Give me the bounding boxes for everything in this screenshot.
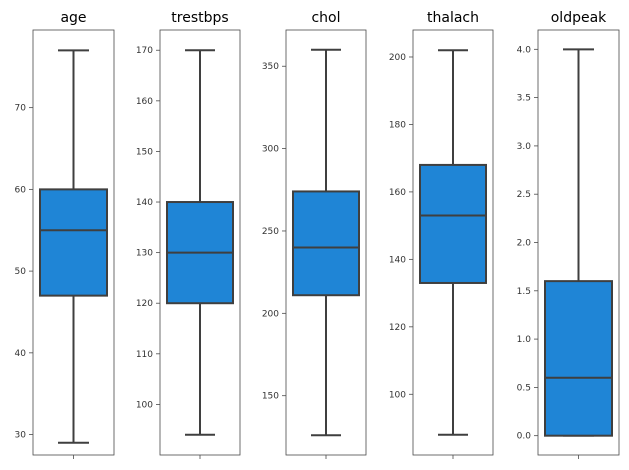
box-iqr xyxy=(419,163,487,284)
panel-trestbps: trestbps 100 110 120 130 140 150 160 170 xyxy=(136,10,241,459)
y-tick-label: 70 xyxy=(15,104,27,114)
panel-thalach: thalach 100 120 140 160 180 200 xyxy=(389,10,494,459)
box-iqr xyxy=(39,188,108,297)
panel-oldpeak: oldpeak 0.0 0.5 1.0 1.5 2.0 2.5 3.0 3.5 4.0 xyxy=(517,10,620,459)
y-tick-label: 2.0 xyxy=(517,239,532,249)
y-tick-label: 130 xyxy=(136,249,153,259)
y-tick-label: 160 xyxy=(136,97,153,107)
y-tick-label: 1.0 xyxy=(517,335,532,345)
y-tick-label: 60 xyxy=(15,185,27,195)
box-iqr xyxy=(544,280,613,437)
axes-frame xyxy=(537,29,620,456)
panel-title: chol xyxy=(311,10,340,26)
y-tick-label: 160 xyxy=(389,188,406,198)
y-tick-label: 120 xyxy=(389,323,406,333)
panel-title: thalach xyxy=(427,10,479,26)
y-tick-label: 250 xyxy=(262,227,279,237)
y-tick-label: 100 xyxy=(389,390,406,400)
axes-frame xyxy=(412,29,494,456)
y-tick-label: 3.0 xyxy=(517,142,532,152)
y-tick-label: 200 xyxy=(262,309,279,319)
panel-title: age xyxy=(60,10,86,26)
panel-title: trestbps xyxy=(171,10,228,26)
y-tick-label: 170 xyxy=(136,46,153,56)
y-tick-label: 0.0 xyxy=(517,432,532,442)
y-tick-label: 50 xyxy=(15,267,27,277)
axes-frame xyxy=(159,29,241,456)
panel-chol: chol 150 200 250 300 350 xyxy=(262,10,367,459)
y-tick-label: 120 xyxy=(136,299,153,309)
y-tick-label: 40 xyxy=(15,349,27,359)
panel-age: age 30 40 50 60 70 xyxy=(15,10,115,459)
box-iqr xyxy=(292,190,360,297)
y-tick-label: 30 xyxy=(15,431,27,441)
axes-frame xyxy=(285,29,367,456)
y-tick-label: 3.5 xyxy=(517,94,531,104)
y-tick-label: 200 xyxy=(389,53,406,63)
panel-title: oldpeak xyxy=(551,10,607,26)
y-tick-label: 140 xyxy=(136,198,153,208)
axes-frame xyxy=(32,29,115,456)
y-tick-label: 1.5 xyxy=(517,287,531,297)
y-tick-label: 0.5 xyxy=(517,383,531,393)
y-tick-label: 140 xyxy=(389,255,406,265)
y-tick-label: 2.5 xyxy=(517,190,531,200)
y-tick-label: 100 xyxy=(136,400,153,410)
y-tick-label: 300 xyxy=(262,145,279,155)
y-tick-label: 110 xyxy=(136,350,153,360)
y-tick-label: 350 xyxy=(262,62,279,72)
y-tick-label: 4.0 xyxy=(517,45,532,55)
y-tick-label: 150 xyxy=(262,392,279,402)
y-tick-label: 150 xyxy=(136,147,153,157)
y-tick-label: 180 xyxy=(389,120,406,130)
